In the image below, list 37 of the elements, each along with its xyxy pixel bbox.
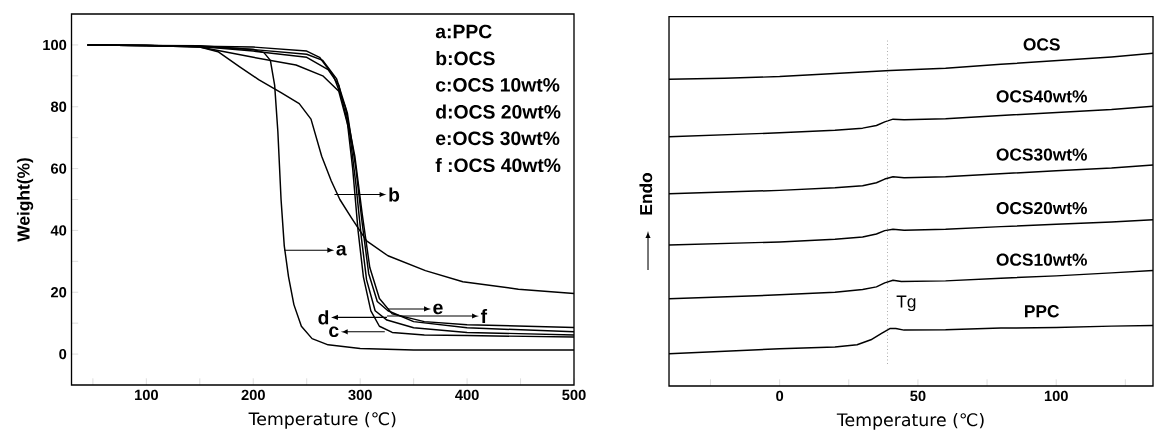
y-tick-label: 100 [43,39,67,51]
annotation: f :OCS 40wt% [435,157,561,173]
annotation: c:OCS 10wt% [436,78,560,92]
y-axis-title: Weight(%) [16,158,34,242]
annotation: e:OCS 30wt% [436,131,560,146]
series-label: PPC [1025,305,1060,318]
y-tick-label: 20 [50,287,67,298]
y-tick-label: 40 [50,225,67,236]
annotation: c [329,326,339,338]
series-label: OCS40wt% [996,90,1087,103]
annotation: e [433,303,443,315]
x-tick-label: 200 [241,389,265,401]
annotation: b [389,187,400,202]
x-axis-title: Temperature (℃) [836,412,984,430]
x-tick-label: 0 [776,390,784,402]
y-tick-label: 0 [59,348,67,360]
annotation: d:OCS 20wt% [436,104,561,119]
x-tick-label: 100 [1044,390,1068,402]
y-axis-title: Endo [639,172,653,215]
series-label: OCS10wt% [996,253,1087,266]
annotation: f [480,308,488,324]
x-tick-label: 400 [455,389,479,401]
x-tick-label: 100 [135,389,158,401]
series-label: OCS20wt% [996,201,1087,215]
annotation: a:PPC [435,24,492,39]
y-tick-label: 80 [50,101,67,112]
annotation: b:OCS [436,51,495,66]
x-tick-label: 500 [562,389,586,401]
series-label: OCS30wt% [996,148,1087,161]
annotation: d [318,310,329,325]
ref-line-label: Tg [896,295,916,312]
y-tick-label: 60 [51,163,67,174]
annotation: a [336,244,347,256]
x-tick-label: 300 [348,389,372,401]
x-axis-title: Temperature (℃) [248,411,396,429]
series-label: OCS [1023,38,1060,51]
x-tick-label: 50 [910,390,926,402]
